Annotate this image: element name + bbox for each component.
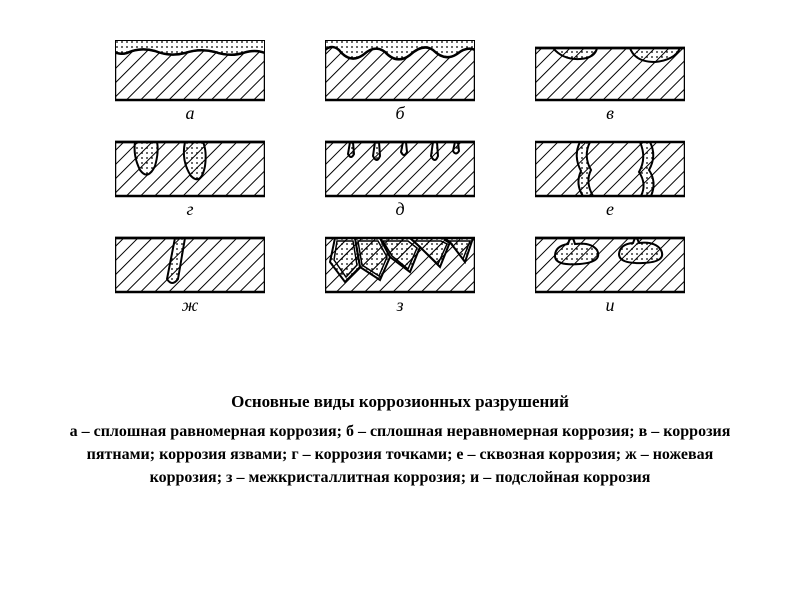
diagram-zh xyxy=(115,232,265,294)
diagram-e xyxy=(535,136,685,198)
cell-d: д xyxy=(315,136,485,226)
label-a: а xyxy=(186,104,195,122)
cell-v: в xyxy=(525,40,695,130)
diagram-a xyxy=(115,40,265,102)
diagram-d xyxy=(325,136,475,198)
cell-b: б xyxy=(315,40,485,130)
cell-z: з xyxy=(315,232,485,322)
cell-e: е xyxy=(525,136,695,226)
label-b: б xyxy=(395,104,404,122)
label-e: е xyxy=(606,200,614,218)
page: а б в xyxy=(0,0,800,600)
label-v: в xyxy=(606,104,614,122)
diagram-g xyxy=(115,136,265,198)
label-d: д xyxy=(395,200,404,218)
label-z: з xyxy=(396,296,403,314)
cell-g: г xyxy=(105,136,275,226)
corrosion-figure: а б в xyxy=(105,40,695,322)
cell-zh: ж xyxy=(105,232,275,322)
caption: Основные виды коррозионных разрушений а … xyxy=(50,392,750,490)
label-g: г xyxy=(186,200,193,218)
diagram-b xyxy=(325,40,475,102)
cell-a: а xyxy=(105,40,275,130)
diagram-z xyxy=(325,232,475,294)
caption-title: Основные виды коррозионных разрушений xyxy=(50,392,750,412)
caption-body: а – сплошная равномерная коррозия; б – с… xyxy=(50,420,750,490)
label-zh: ж xyxy=(182,296,199,314)
diagram-i xyxy=(535,232,685,294)
cell-i: и xyxy=(525,232,695,322)
label-i: и xyxy=(606,296,615,314)
diagram-v xyxy=(535,40,685,102)
